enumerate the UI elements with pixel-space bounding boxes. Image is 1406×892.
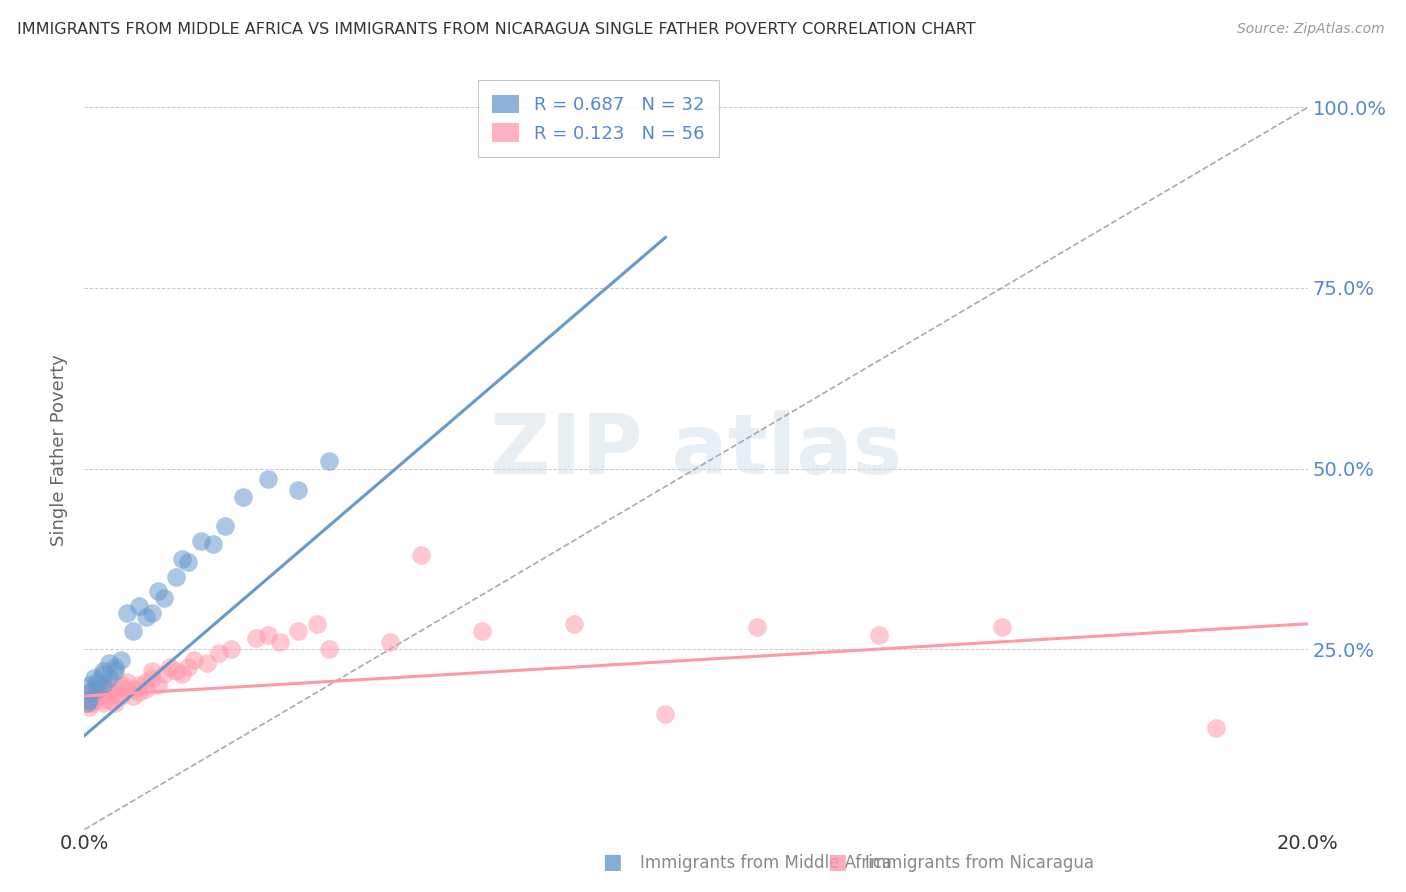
Point — [115, 681, 138, 696]
Point — [287, 483, 309, 498]
Point — [318, 454, 340, 468]
Point — [214, 519, 236, 533]
Point — [991, 620, 1014, 634]
Point — [305, 616, 328, 631]
Text: ■: ■ — [827, 853, 846, 872]
Point — [409, 548, 432, 562]
Point — [79, 685, 101, 699]
Point — [91, 667, 114, 681]
Point — [172, 667, 194, 681]
Point — [97, 671, 120, 685]
Point — [747, 620, 769, 634]
Text: Source: ZipAtlas.com: Source: ZipAtlas.com — [1237, 22, 1385, 37]
Point — [91, 664, 114, 678]
Point — [153, 591, 176, 606]
Point — [141, 606, 163, 620]
Point — [219, 642, 242, 657]
Point — [128, 685, 150, 699]
Point — [122, 624, 145, 638]
Text: ■: ■ — [602, 853, 621, 872]
Point — [201, 537, 224, 551]
Point — [257, 627, 280, 641]
Y-axis label: Single Father Poverty: Single Father Poverty — [51, 354, 69, 547]
Point — [128, 599, 150, 613]
Text: Immigrants from Nicaragua: Immigrants from Nicaragua — [865, 855, 1094, 872]
Point — [76, 696, 98, 710]
Point — [104, 689, 127, 703]
Point — [380, 635, 402, 649]
Point — [177, 660, 200, 674]
Point — [141, 671, 163, 685]
Point — [91, 696, 114, 710]
Point — [190, 533, 212, 548]
Point — [91, 689, 114, 703]
Point — [562, 616, 585, 631]
Point — [135, 609, 157, 624]
Point — [86, 674, 108, 689]
Point — [86, 681, 108, 696]
Point — [1205, 722, 1227, 736]
Point — [79, 685, 101, 699]
Point — [115, 606, 138, 620]
Point — [83, 692, 105, 706]
Text: IMMIGRANTS FROM MIDDLE AFRICA VS IMMIGRANTS FROM NICARAGUA SINGLE FATHER POVERTY: IMMIGRANTS FROM MIDDLE AFRICA VS IMMIGRA… — [17, 22, 976, 37]
Point — [104, 664, 127, 678]
Point — [75, 696, 97, 710]
Point — [79, 678, 101, 692]
Point — [104, 678, 127, 692]
Point — [471, 624, 494, 638]
Point — [177, 555, 200, 569]
Point — [318, 642, 340, 657]
Point — [104, 660, 127, 674]
Point — [77, 692, 100, 706]
Point — [110, 653, 132, 667]
Point — [83, 671, 105, 685]
Point — [97, 681, 120, 696]
Point — [135, 674, 157, 689]
Point — [79, 689, 101, 703]
Point — [91, 681, 114, 696]
Point — [146, 678, 169, 692]
Point — [76, 692, 98, 706]
Point — [80, 696, 103, 710]
Point — [869, 627, 891, 641]
Point — [183, 653, 205, 667]
Point — [86, 689, 108, 703]
Point — [654, 706, 676, 721]
Point — [159, 660, 181, 674]
Legend: R = 0.687   N = 32, R = 0.123   N = 56: R = 0.687 N = 32, R = 0.123 N = 56 — [478, 80, 718, 157]
Point — [165, 664, 187, 678]
Point — [165, 570, 187, 584]
Point — [77, 699, 100, 714]
Point — [208, 646, 231, 660]
Point — [110, 689, 132, 703]
Point — [257, 472, 280, 486]
Point — [97, 692, 120, 706]
Point — [97, 685, 120, 699]
Point — [104, 696, 127, 710]
Point — [91, 678, 114, 692]
Point — [97, 657, 120, 671]
Point — [110, 678, 132, 692]
Point — [269, 635, 291, 649]
Point — [172, 551, 194, 566]
Text: Immigrants from Middle Africa: Immigrants from Middle Africa — [640, 855, 891, 872]
Point — [115, 674, 138, 689]
Point — [146, 584, 169, 599]
Point — [287, 624, 309, 638]
Point — [195, 657, 218, 671]
Point — [122, 681, 145, 696]
Point — [232, 491, 254, 505]
Point — [245, 631, 267, 645]
Point — [141, 664, 163, 678]
Point — [122, 689, 145, 703]
Point — [86, 681, 108, 696]
Point — [86, 678, 108, 692]
Text: ZIP atlas: ZIP atlas — [489, 410, 903, 491]
Point — [153, 667, 176, 681]
Point — [135, 681, 157, 696]
Point — [128, 678, 150, 692]
